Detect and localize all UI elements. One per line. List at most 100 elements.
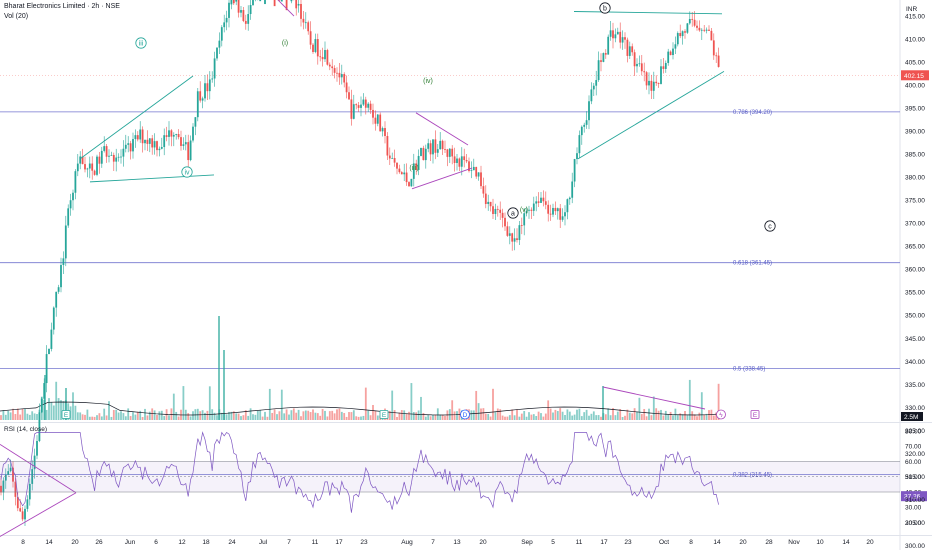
candle-body bbox=[28, 483, 31, 500]
candles bbox=[0, 0, 720, 527]
candle-body bbox=[453, 156, 456, 163]
volume-bar bbox=[585, 409, 588, 420]
volume-bar bbox=[504, 416, 506, 420]
volume-bar bbox=[554, 409, 557, 420]
volume-bar bbox=[280, 389, 283, 420]
candle-body bbox=[484, 193, 487, 205]
volume-bar bbox=[549, 408, 552, 420]
fib-level-label: 0.5 (338.45) bbox=[733, 367, 765, 373]
volume-bar bbox=[254, 414, 257, 420]
candle-body bbox=[657, 83, 660, 84]
candle-body bbox=[444, 149, 446, 150]
candle-body bbox=[285, 0, 288, 11]
candle-body bbox=[535, 201, 538, 204]
volume-bar bbox=[561, 411, 564, 420]
price-tick-label: 325.00 bbox=[905, 428, 925, 435]
candle-body bbox=[103, 146, 106, 151]
wedge-upper-line bbox=[79, 75, 194, 160]
candle-body bbox=[48, 348, 50, 355]
candle-body bbox=[211, 78, 214, 80]
volume-bar bbox=[477, 403, 480, 420]
rsi-value-label: 37.26 bbox=[904, 494, 921, 501]
candle-body bbox=[223, 22, 226, 28]
volume-bar bbox=[436, 408, 439, 420]
volume-bar bbox=[636, 411, 638, 420]
candle-body bbox=[676, 33, 679, 45]
volume-bar bbox=[16, 408, 19, 420]
candle-body bbox=[2, 480, 5, 493]
candle-body bbox=[669, 51, 672, 56]
candle-body bbox=[434, 139, 437, 153]
volume-bar bbox=[336, 409, 338, 420]
volume-bar bbox=[604, 414, 607, 420]
candle-body bbox=[151, 138, 154, 148]
candle-body bbox=[547, 204, 550, 214]
volume-bar bbox=[590, 413, 593, 420]
time-tick-label: 23 bbox=[360, 539, 368, 546]
candle-body bbox=[9, 467, 12, 472]
candle-body bbox=[12, 467, 14, 482]
volume-bar bbox=[12, 408, 14, 420]
candle-body bbox=[309, 31, 312, 45]
candle-body bbox=[424, 148, 427, 161]
volume-bar bbox=[192, 411, 194, 420]
volume-bar bbox=[640, 414, 643, 420]
volume-bar bbox=[319, 415, 322, 420]
volume-bar bbox=[96, 415, 98, 420]
volume-bar bbox=[696, 416, 698, 420]
volume-bar bbox=[357, 416, 360, 420]
volume-bar bbox=[588, 415, 590, 420]
candle-body bbox=[681, 31, 684, 37]
candle-body bbox=[302, 18, 305, 23]
volume-bar bbox=[124, 416, 127, 420]
candle-body bbox=[415, 163, 418, 170]
candle-body bbox=[379, 114, 382, 132]
candle-body bbox=[518, 225, 521, 241]
candle-body bbox=[499, 209, 502, 213]
volume-bar bbox=[242, 415, 245, 420]
price-tick-label: 300.00 bbox=[905, 543, 925, 550]
volume-bar bbox=[362, 415, 365, 420]
candle-body bbox=[343, 74, 346, 83]
candle-body bbox=[621, 37, 624, 43]
volume-bar bbox=[470, 410, 473, 420]
time-tick-label: 6 bbox=[154, 539, 158, 546]
volume-bar bbox=[525, 416, 528, 420]
volume-bar bbox=[151, 408, 154, 420]
candle-body bbox=[204, 83, 206, 99]
time-tick-label: 20 bbox=[866, 539, 874, 546]
candle-body bbox=[19, 508, 22, 512]
fibonacci-levels: 0.786 (394.20) 0.618 (361.45) 0.5 (338.45)… bbox=[0, 110, 900, 479]
candle-body bbox=[564, 212, 566, 217]
candle-body bbox=[136, 135, 139, 140]
candle-body bbox=[609, 30, 612, 37]
time-tick-label: Oct bbox=[659, 539, 669, 546]
event-marker-label: E bbox=[382, 412, 387, 419]
time-tick-label: 20 bbox=[739, 539, 747, 546]
volume-bar bbox=[645, 416, 648, 420]
volume-bar bbox=[703, 414, 706, 420]
volume-bar bbox=[691, 411, 694, 420]
volume-spike-bar bbox=[602, 386, 604, 420]
event-marker-label: D bbox=[463, 412, 468, 419]
candle-body bbox=[307, 22, 310, 32]
volume-bar bbox=[79, 412, 82, 420]
candle-body bbox=[367, 103, 370, 108]
time-tick-label: 14 bbox=[45, 539, 53, 546]
candle-body bbox=[700, 29, 703, 31]
volume-bar bbox=[710, 409, 713, 420]
volume-bar bbox=[616, 411, 619, 420]
volume-tag-label: 2.5M bbox=[904, 414, 918, 421]
volume-bar bbox=[434, 414, 437, 420]
candle-body bbox=[456, 158, 458, 163]
volume-bar bbox=[537, 411, 540, 420]
candle-body bbox=[170, 130, 173, 137]
volume-bar bbox=[206, 410, 209, 420]
time-tick-label: 14 bbox=[713, 539, 721, 546]
candle-body bbox=[112, 154, 115, 162]
candle-body bbox=[566, 199, 569, 213]
wave-labels: iii iv (i) (iii) (iv) (v) a b c E E D Eϟ bbox=[61, 2, 776, 420]
candle-body bbox=[192, 126, 194, 141]
volume-bar bbox=[429, 416, 432, 420]
